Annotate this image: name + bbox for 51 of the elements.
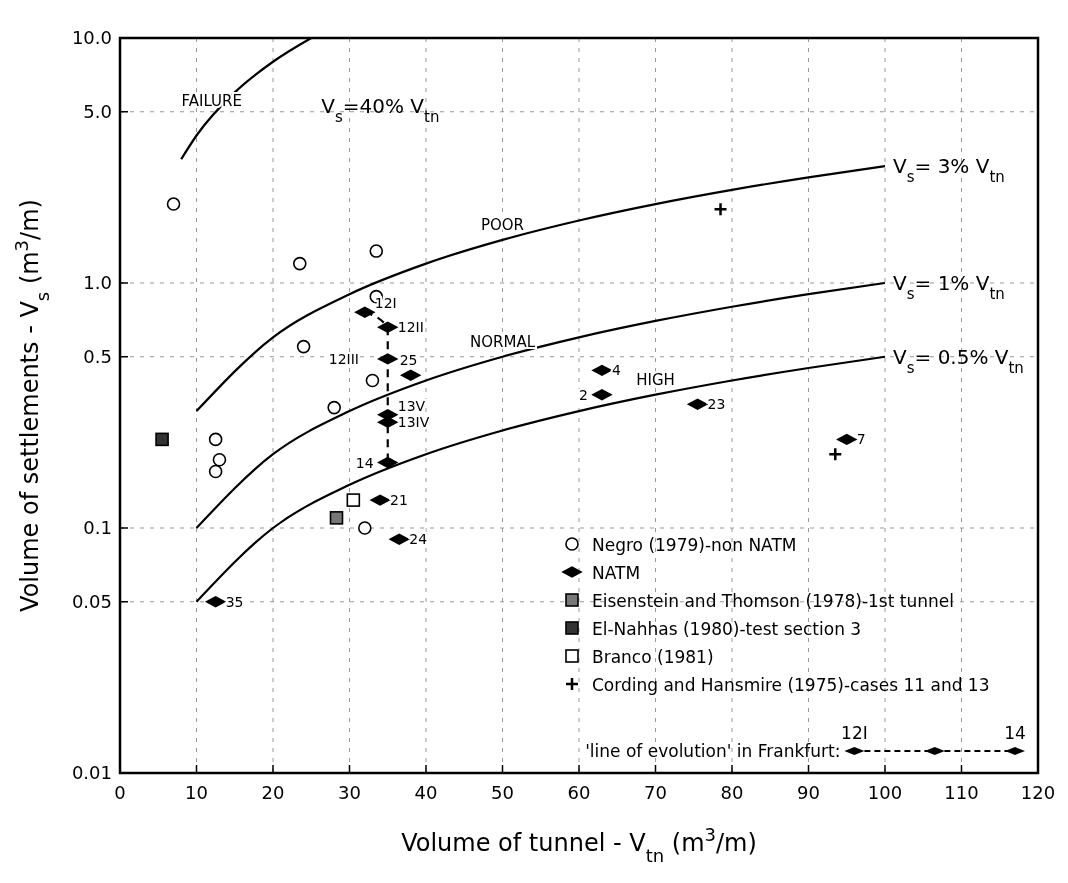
legend-label: Branco (1981)	[592, 647, 714, 667]
annotation: HIGH	[636, 370, 675, 389]
annotation: 25	[399, 352, 418, 369]
x-tick-label: 30	[338, 782, 361, 803]
legend-label: Eisenstein and Thomson (1978)-1st tunnel	[592, 591, 954, 611]
legend-label: NATM	[592, 563, 641, 583]
series-label: V$_{s}$= 3% V$_{tn}$	[893, 154, 1005, 187]
x-tick-label: 80	[720, 782, 744, 803]
y-tick-label: 5.0	[83, 100, 112, 122]
annotation: 12I	[374, 295, 397, 312]
annotation: 24	[409, 531, 428, 548]
annotation: NORMAL	[469, 332, 536, 351]
x-tick-label: 70	[644, 782, 667, 803]
text: V$_{s}$=40% V$_{tn}$	[321, 94, 440, 126]
annotation: 'line of evolution' in Frankfurt:	[585, 741, 841, 761]
x-tick-label: 120	[1020, 782, 1056, 803]
annotation: 13V	[397, 397, 426, 414]
x-tick-label: 60	[567, 782, 591, 803]
x-tick-label: 90	[797, 782, 820, 803]
x-tick-label: 50	[491, 782, 514, 803]
x-axis-title: Volume of tunnel - V$_{tn}$ (m$^{3}$/m)	[401, 823, 757, 866]
annotation: 14	[1004, 723, 1026, 743]
legend-label: Negro (1979)-non NATM	[592, 535, 797, 555]
x-tick-label: 20	[261, 782, 285, 803]
legend-label: El-Nahhas (1980)-test section 3	[592, 619, 862, 639]
y-tick-label: 0.05	[71, 590, 112, 612]
series-label: V$_{s}$= 0.5% V$_{tn}$	[893, 344, 1024, 377]
annotation: 13IV	[397, 414, 430, 431]
legend-label: Cording and Hansmire (1975)-cases 11 and 13	[592, 675, 990, 695]
annotation: 7	[856, 431, 866, 448]
x-tick-label: 40	[414, 782, 438, 803]
y-tick-label: 1.0	[83, 272, 112, 293]
x-tick-label: 0	[114, 782, 126, 803]
y-tick-label: 0.5	[83, 345, 112, 367]
x-tick-label: 110	[944, 782, 979, 803]
annotation: 21	[390, 492, 408, 509]
series-label: V$_{s}$= 1% V$_{tn}$	[893, 271, 1005, 303]
x-tick-label: 10	[185, 782, 208, 803]
annotation: 12I	[841, 723, 868, 743]
x-tick-label: 100	[867, 782, 903, 803]
y-tick-label: 0.1	[83, 517, 112, 538]
y-tick-label: 0.01	[71, 762, 112, 783]
annotation: POOR	[480, 215, 525, 234]
annotation: 35	[225, 593, 244, 610]
annotation: 4	[611, 362, 621, 379]
y-tick-label: 10.0	[71, 27, 112, 48]
annotation: 2	[578, 386, 588, 403]
annotation: 12II	[397, 319, 424, 336]
annotation: 12III	[328, 350, 359, 367]
annotation: 23	[707, 396, 726, 413]
annotation: 14	[355, 454, 374, 471]
